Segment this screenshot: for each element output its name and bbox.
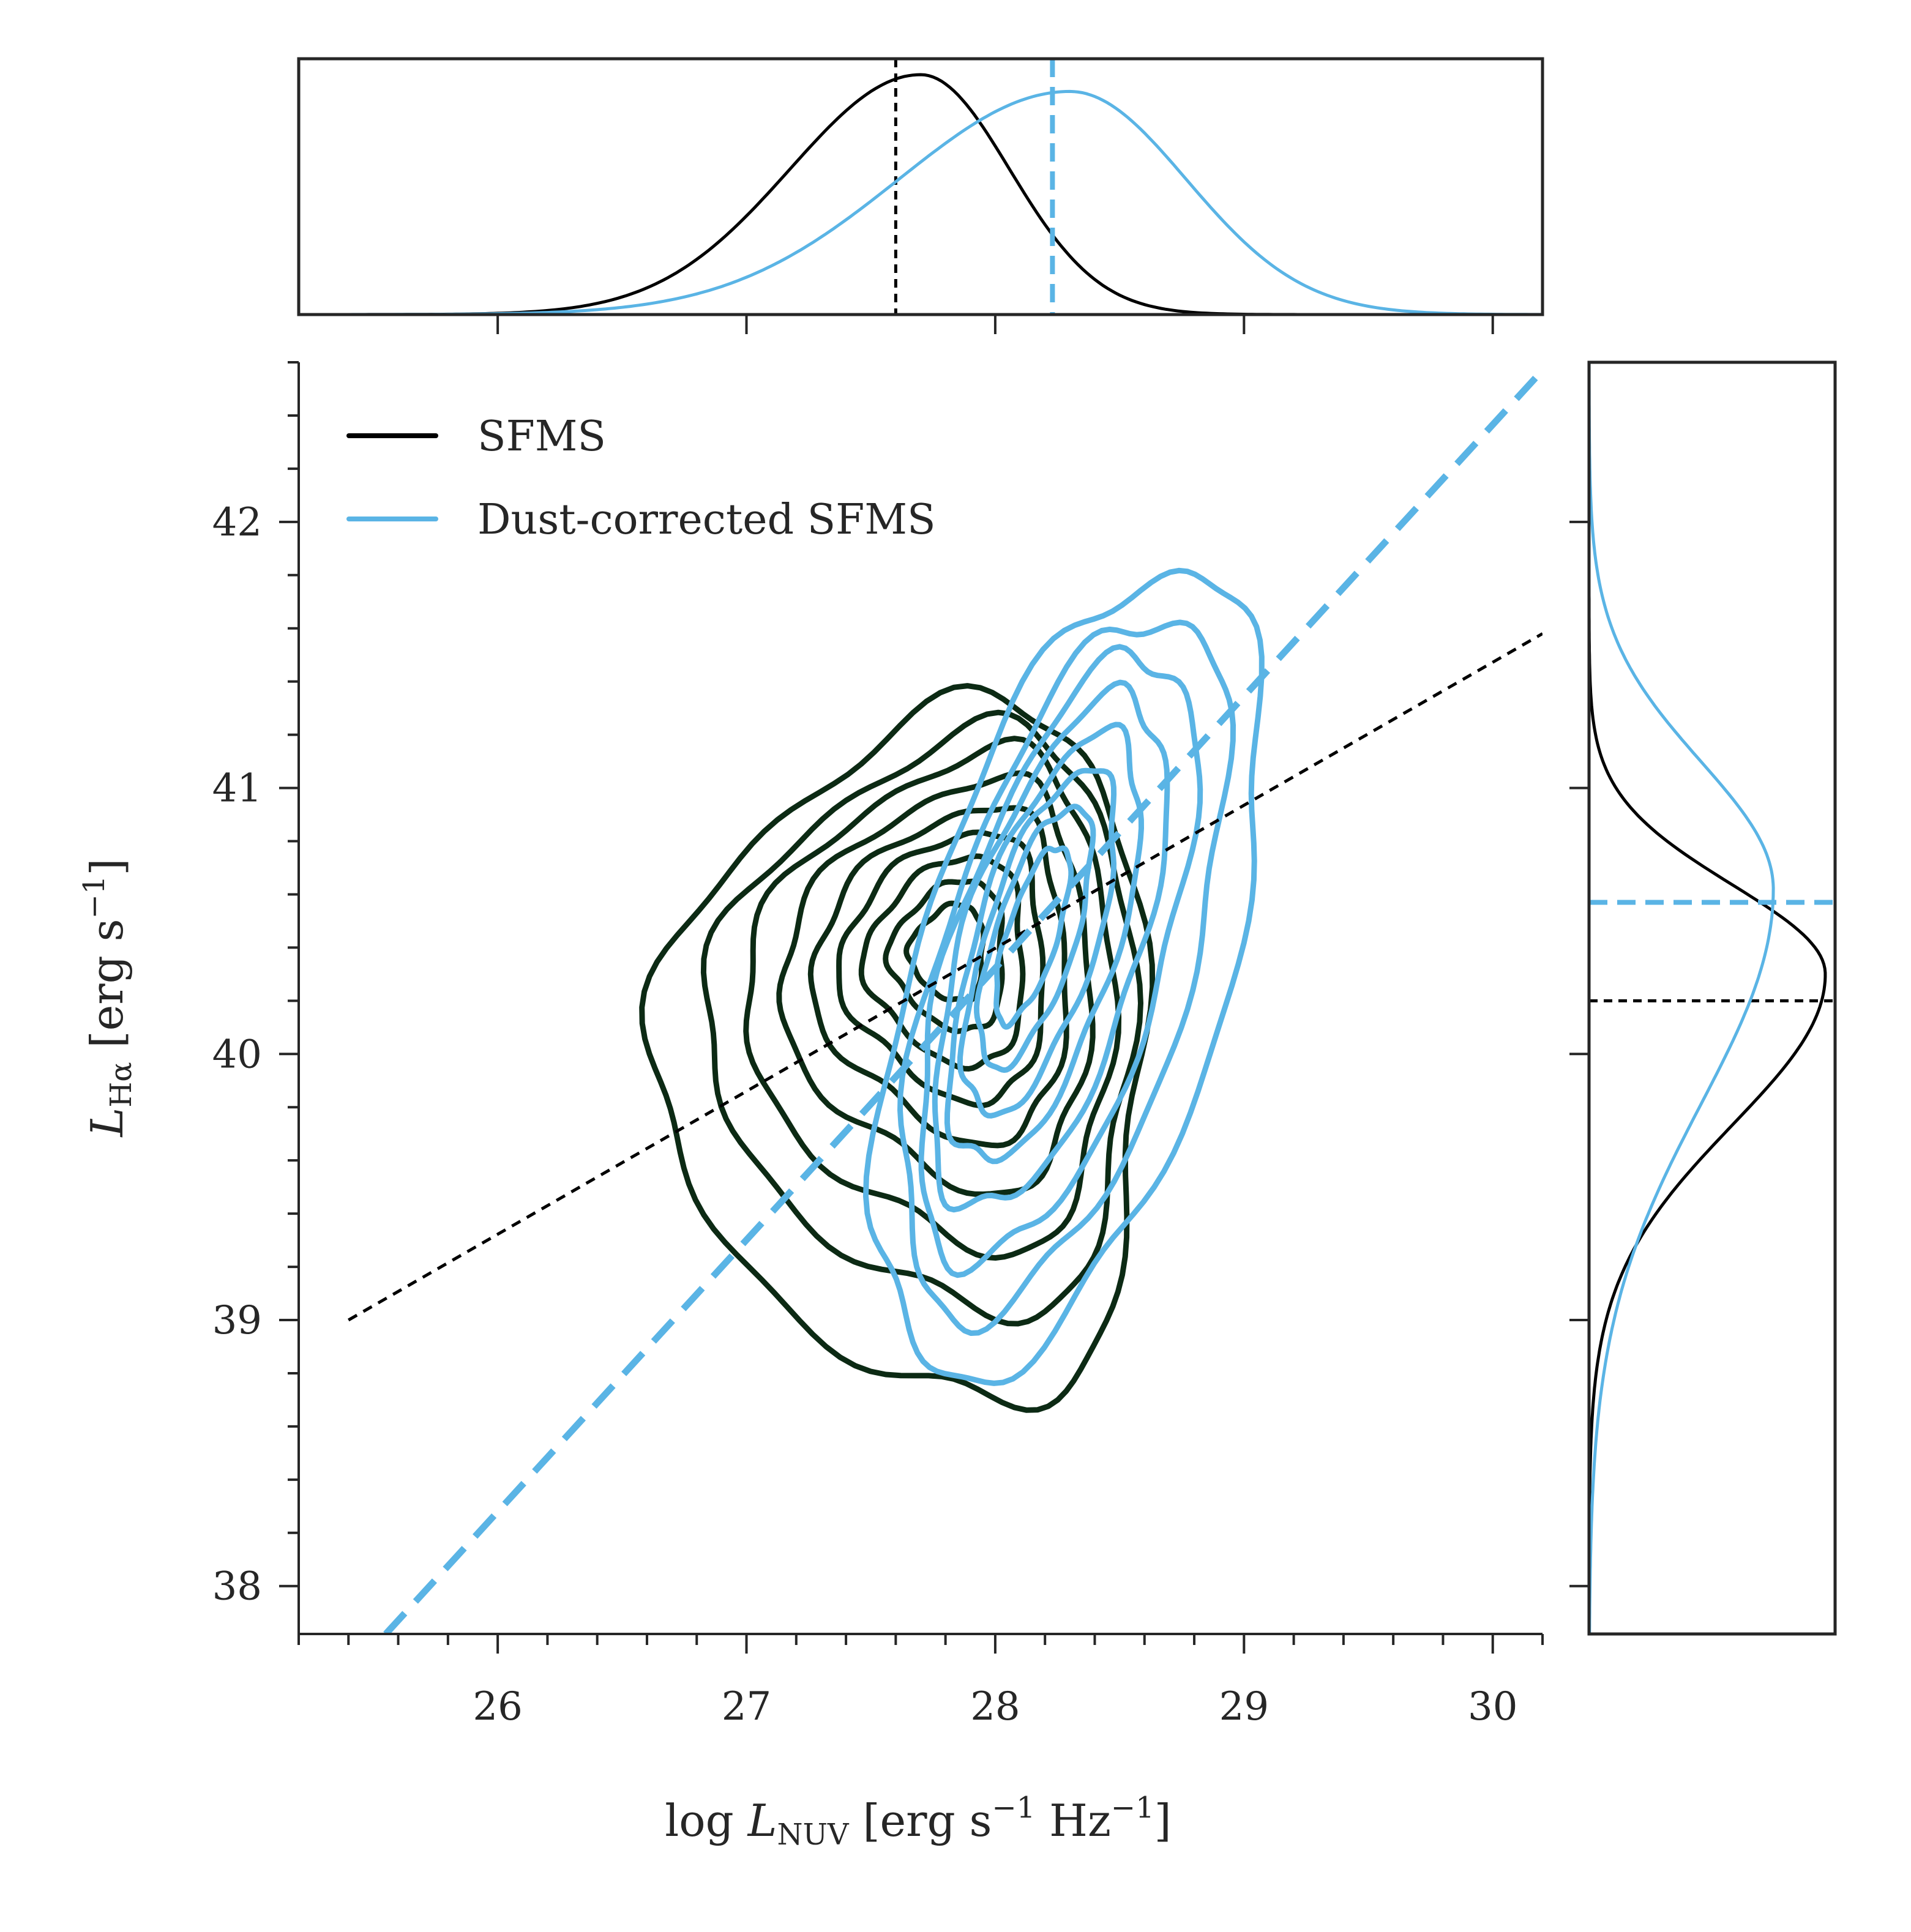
- y-tick-label: 41: [212, 766, 262, 811]
- sfms-contour-level: [700, 709, 1143, 1327]
- y-tick-label: 40: [212, 1032, 262, 1077]
- right-kde-plot-area: [1589, 362, 1835, 1634]
- right-marginal-frame: [1587, 360, 1837, 1636]
- y-tick-label: 38: [212, 1564, 262, 1609]
- dust-contour-level: [993, 845, 1074, 1030]
- top-marginal-frame: [297, 57, 1544, 316]
- right-axis-ticks: [1569, 520, 1589, 1587]
- top-kde-plot-area: [299, 59, 1543, 315]
- x-tick-label: 27: [722, 1684, 771, 1729]
- dust-fit-line: [383, 368, 1543, 1634]
- top-axis-ticks: [496, 315, 1494, 334]
- sfms-fit-line: [348, 632, 1543, 1322]
- legend: SFMS Dust-corrected SFMS: [346, 412, 936, 544]
- dust-contour-level: [918, 644, 1203, 1278]
- y-axis-label: LHα [erg s−1]: [77, 859, 138, 1138]
- sfms-contour-level: [807, 805, 1069, 1149]
- y-tick-label: 39: [212, 1298, 262, 1343]
- dust-contour-level: [974, 804, 1096, 1073]
- sfms-contour-level: [776, 770, 1096, 1197]
- main-axis-ticks: 26 27 28 29 30 38 39 40 41 42: [212, 361, 1544, 1729]
- y-tick-label: 42: [212, 500, 262, 545]
- legend-dust-label: Dust-corrected SFMS: [477, 496, 936, 544]
- dust-contour-level: [932, 679, 1170, 1213]
- sfms-top-kde-curve: [299, 73, 1543, 315]
- legend-sfms-label: SFMS: [477, 412, 606, 461]
- x-tick-label: 30: [1468, 1684, 1517, 1729]
- x-tick-label: 26: [473, 1684, 522, 1729]
- main-contour-panel: 26 27 28 29 30 38 39 40 41 42: [212, 361, 1544, 1729]
- sfms-right-kde-curve: [1589, 362, 1827, 1634]
- dust-contour-level: [944, 722, 1144, 1165]
- dust-contour-level: [863, 567, 1265, 1386]
- sfms-contour-level: [743, 736, 1122, 1261]
- x-tick-label: 28: [970, 1684, 1020, 1729]
- dust-top-kde-curve: [299, 89, 1543, 315]
- dust-right-kde-curve: [1589, 362, 1775, 1634]
- x-tick-label: 29: [1219, 1684, 1269, 1729]
- sfms-contour-level: [883, 878, 1005, 1034]
- dust-contour-level: [897, 619, 1236, 1336]
- top-marginal-kde-panel: [297, 57, 1544, 334]
- sfms-contour-level: [639, 683, 1156, 1413]
- main-plot-area: [348, 368, 1543, 1634]
- right-marginal-kde-panel: [1569, 360, 1837, 1636]
- x-axis-label: log LNUV [erg s−1 Hz−1]: [665, 1791, 1171, 1852]
- dust-contour-level: [957, 767, 1117, 1119]
